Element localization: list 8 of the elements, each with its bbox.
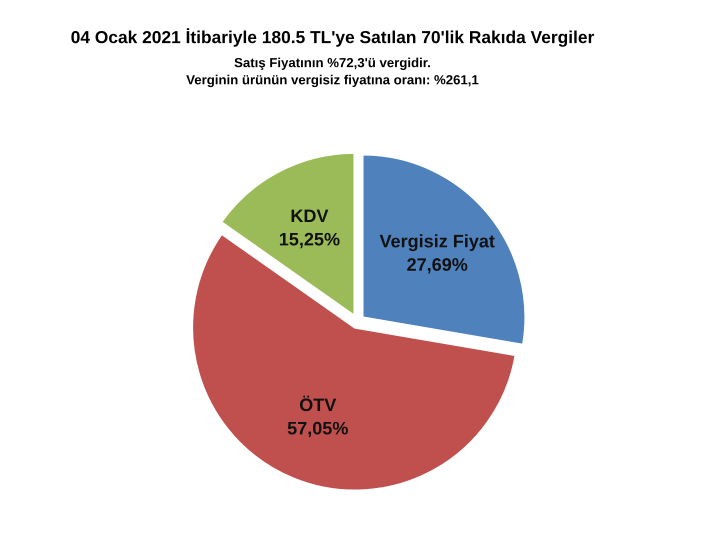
data-label: 57,05%: [288, 422, 348, 438]
slice-label: Vergisiz Fiyat: [380, 234, 495, 252]
chart-subtitle: Satış Fiyatının %72,3'ü vergidir. Verginin ürünün vergisiz fiyatına oranı: %261,1: [186, 58, 478, 88]
data-label: 15,25%: [280, 232, 340, 248]
slice-label: ÖTV: [300, 396, 336, 412]
data-label: 27,69%: [407, 258, 468, 274]
slice-label: KDV: [292, 210, 328, 222]
chart-title: 04 Ocak 2021 İtibariyle 180.5 TL'ye Satılan 70'lik Rakıda Vergiler: [71, 28, 594, 47]
